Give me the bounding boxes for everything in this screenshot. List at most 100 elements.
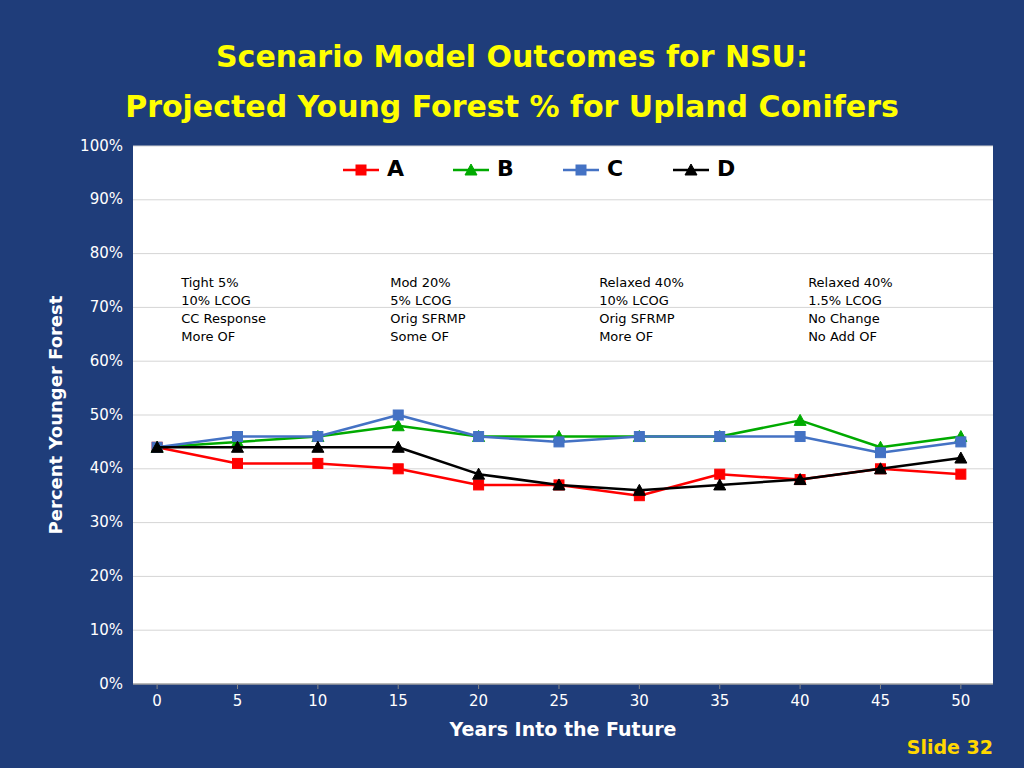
point <box>313 458 323 468</box>
point <box>152 442 162 452</box>
x-axis-label: Years Into the Future <box>449 718 677 740</box>
y-tick-label: 100% <box>80 137 123 155</box>
series-line <box>157 447 961 495</box>
point <box>392 441 404 452</box>
point <box>715 469 725 479</box>
y-tick-label: 80% <box>90 244 123 262</box>
x-tick-label: 25 <box>549 692 568 710</box>
annotation: Mod 20% 5% LCOG Orig SFRMP Some OF <box>390 275 466 344</box>
point <box>312 441 324 452</box>
text-line: 5% LCOG <box>390 293 451 308</box>
point <box>554 437 564 447</box>
y-tick-label: 0% <box>99 675 123 693</box>
data-layer <box>151 410 967 501</box>
point <box>714 479 726 490</box>
point <box>231 441 243 452</box>
x-tick-label: 40 <box>791 692 810 710</box>
y-tick-label: 70% <box>90 298 123 316</box>
y-tick-label: 50% <box>90 406 123 424</box>
series-line <box>157 420 961 447</box>
legend-label: A <box>387 156 404 181</box>
x-tick <box>639 684 640 689</box>
text-line: More OF <box>181 329 235 344</box>
annotation: Tight 5% 10% LCOG CC Response More OF <box>180 275 266 344</box>
x-tick <box>960 684 961 689</box>
x-tick <box>719 684 720 689</box>
x-axis: 05101520253035404550 <box>133 684 993 710</box>
chart: Scenario Model Outcomes for NSU: Projecte… <box>0 0 1024 768</box>
text-line: Orig SFRMP <box>390 311 466 326</box>
y-tick-label: 40% <box>90 459 123 477</box>
x-tick <box>558 684 559 689</box>
y-tick-label: 90% <box>90 190 123 208</box>
text-line: No Change <box>808 311 880 326</box>
x-tick-label: 10 <box>308 692 327 710</box>
legend-label: D <box>717 156 735 181</box>
point <box>956 437 966 447</box>
x-tick-label: 50 <box>951 692 970 710</box>
text-line: More OF <box>599 329 653 344</box>
point <box>473 468 485 479</box>
legend-label: B <box>497 156 514 181</box>
y-tick-label: 30% <box>90 513 123 531</box>
y-axis-label: Percent Younger Forest <box>45 295 66 534</box>
point <box>554 480 564 490</box>
text-line: Mod 20% <box>390 275 450 290</box>
point <box>794 414 806 425</box>
x-tick <box>157 684 158 689</box>
point <box>474 432 484 442</box>
grid-line <box>133 630 993 631</box>
point <box>232 432 242 442</box>
x-axis-line <box>133 684 993 685</box>
point <box>633 431 645 442</box>
grid-line <box>133 361 993 362</box>
point <box>795 432 805 442</box>
text-line: Orig SFRMP <box>599 311 675 326</box>
grid-line <box>133 684 993 685</box>
point <box>956 469 966 479</box>
point <box>955 452 967 463</box>
text-line: Relaxed 40% <box>599 275 684 290</box>
text-line: Tight 5% <box>180 275 239 290</box>
text-line: 10% LCOG <box>181 293 251 308</box>
grid-line <box>133 522 993 523</box>
point <box>874 463 886 474</box>
y-tick-label: 60% <box>90 352 123 370</box>
background <box>0 0 1024 768</box>
point <box>473 431 485 442</box>
grid-line <box>133 199 993 200</box>
point <box>634 432 644 442</box>
point <box>553 479 565 490</box>
point <box>392 420 404 431</box>
annotation: Relaxed 40% 10% LCOG Orig SFRMP More OF <box>599 275 684 344</box>
annotations: Tight 5% 10% LCOG CC Response More OF Mod 20… <box>180 275 993 758</box>
legend-label: C <box>607 156 623 181</box>
x-tick-label: 30 <box>630 692 649 710</box>
plot-area <box>133 146 993 684</box>
x-tick-label: 20 <box>469 692 488 710</box>
point <box>393 464 403 474</box>
annotation: Relaxed 40%1.5% LCOGNo ChangeNo Add OF <box>808 275 893 344</box>
text-line: 10% LCOG <box>599 293 669 308</box>
text-line: Relaxed 40% <box>808 275 893 290</box>
point <box>633 484 645 495</box>
text-line: Projected Young Forest % for Upland Coni… <box>125 89 899 124</box>
series-line <box>157 447 961 490</box>
x-tick <box>800 684 801 689</box>
point <box>152 442 162 452</box>
x-tick <box>880 684 881 689</box>
slide-label: Slide 32 <box>907 736 993 758</box>
grid-line <box>133 146 993 147</box>
text-line: No Add OF <box>808 329 877 344</box>
point <box>474 480 484 490</box>
x-tick-label: 45 <box>871 692 890 710</box>
text-line: Slide 32 <box>907 736 993 758</box>
point <box>795 475 805 485</box>
legend-marker <box>356 165 366 175</box>
point <box>232 458 242 468</box>
text-line: Some OF <box>390 329 449 344</box>
text-line: Scenario Model Outcomes for NSU: <box>216 39 808 74</box>
y-tick-label: 10% <box>90 621 123 639</box>
x-tick-label: 5 <box>233 692 243 710</box>
text-line: CC Response <box>181 311 266 326</box>
